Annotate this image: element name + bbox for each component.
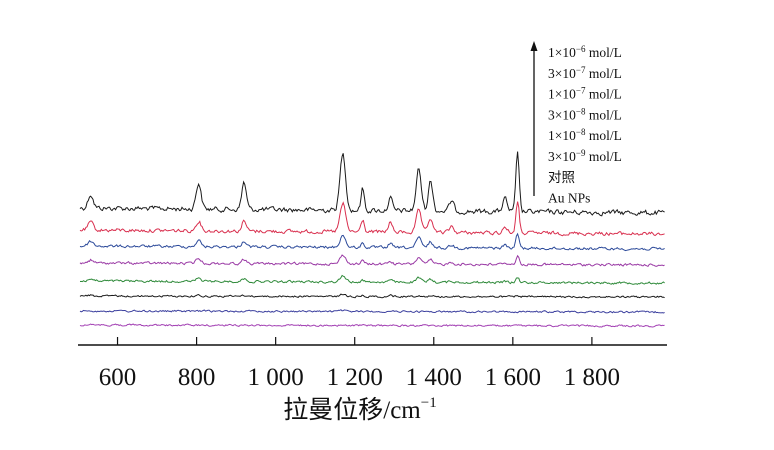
legend-arrow-head <box>530 41 538 51</box>
legend-entry: 1×10−6 mol/L <box>548 44 622 60</box>
legend-entry-exponent: −8 <box>576 127 586 137</box>
spectra-traces <box>79 151 665 328</box>
spectrum-line <box>79 151 665 217</box>
x-tick-label: 1 600 <box>485 364 541 391</box>
legend-entry: 3×10−8 mol/L <box>548 106 622 122</box>
legend-entry: 1×10−7 mol/L <box>548 86 622 102</box>
spectrum-line <box>79 254 665 268</box>
legend-entry: 3×10−7 mol/L <box>548 65 622 81</box>
legend-entry-unit: mol/L <box>585 128 621 143</box>
legend-entry-unit: mol/L <box>585 45 621 60</box>
legend-entry-base: 1×10 <box>548 128 576 143</box>
legend-entry-base: 1×10 <box>548 45 576 60</box>
legend-entry-unit: mol/L <box>585 149 621 164</box>
legend-entry-exponent: −9 <box>576 148 586 158</box>
legend-entry-unit: mol/L <box>585 66 621 81</box>
legend: 1×10−6 mol/L3×10−7 mol/L1×10−7 mol/L3×10… <box>530 41 622 206</box>
x-tick-label: 600 <box>99 364 137 391</box>
spectrum-line <box>79 232 665 252</box>
spectrum-line <box>79 323 665 328</box>
x-tick-label: 1 000 <box>248 364 304 391</box>
x-tick-label: 800 <box>178 364 216 391</box>
legend-entry-base: 3×10 <box>548 107 576 122</box>
legend-entry-exponent: −6 <box>576 44 586 54</box>
legend-entry-base: 3×10 <box>548 149 576 164</box>
x-axis-title-superscript: −1 <box>421 395 437 411</box>
spectrum-line <box>79 309 665 314</box>
legend-entry-unit: mol/L <box>585 87 621 102</box>
x-tick-label: 1 400 <box>406 364 462 391</box>
spectrum-line <box>79 293 665 299</box>
spectrum-line <box>79 201 665 237</box>
x-axis-title-text: 拉曼位移/cm <box>283 396 421 424</box>
x-tick-label: 1 200 <box>327 364 383 391</box>
legend-entry: Au NPs <box>548 191 590 206</box>
legend-entry: 对照 <box>548 170 575 185</box>
legend-entry-exponent: −8 <box>576 106 586 116</box>
legend-entry-base: 3×10 <box>548 66 576 81</box>
spectrum-line <box>79 274 665 285</box>
legend-entry-base: 1×10 <box>548 87 576 102</box>
legend-entry-unit: mol/L <box>585 107 621 122</box>
x-tick-label: 1 800 <box>564 364 620 391</box>
legend-entry-exponent: −7 <box>576 86 586 96</box>
x-axis-title: 拉曼位移/cm−1 <box>283 395 436 424</box>
legend-entry: 3×10−9 mol/L <box>548 148 622 164</box>
legend-entry-base: 对照 <box>548 170 575 185</box>
x-axis-ticks: 600 800 1 000 1 200 1 400 1 600 1 800 <box>99 337 620 391</box>
legend-entry-base: Au NPs <box>548 191 590 206</box>
legend-entry: 1×10−8 mol/L <box>548 127 622 143</box>
legend-entry-exponent: −7 <box>576 65 586 75</box>
